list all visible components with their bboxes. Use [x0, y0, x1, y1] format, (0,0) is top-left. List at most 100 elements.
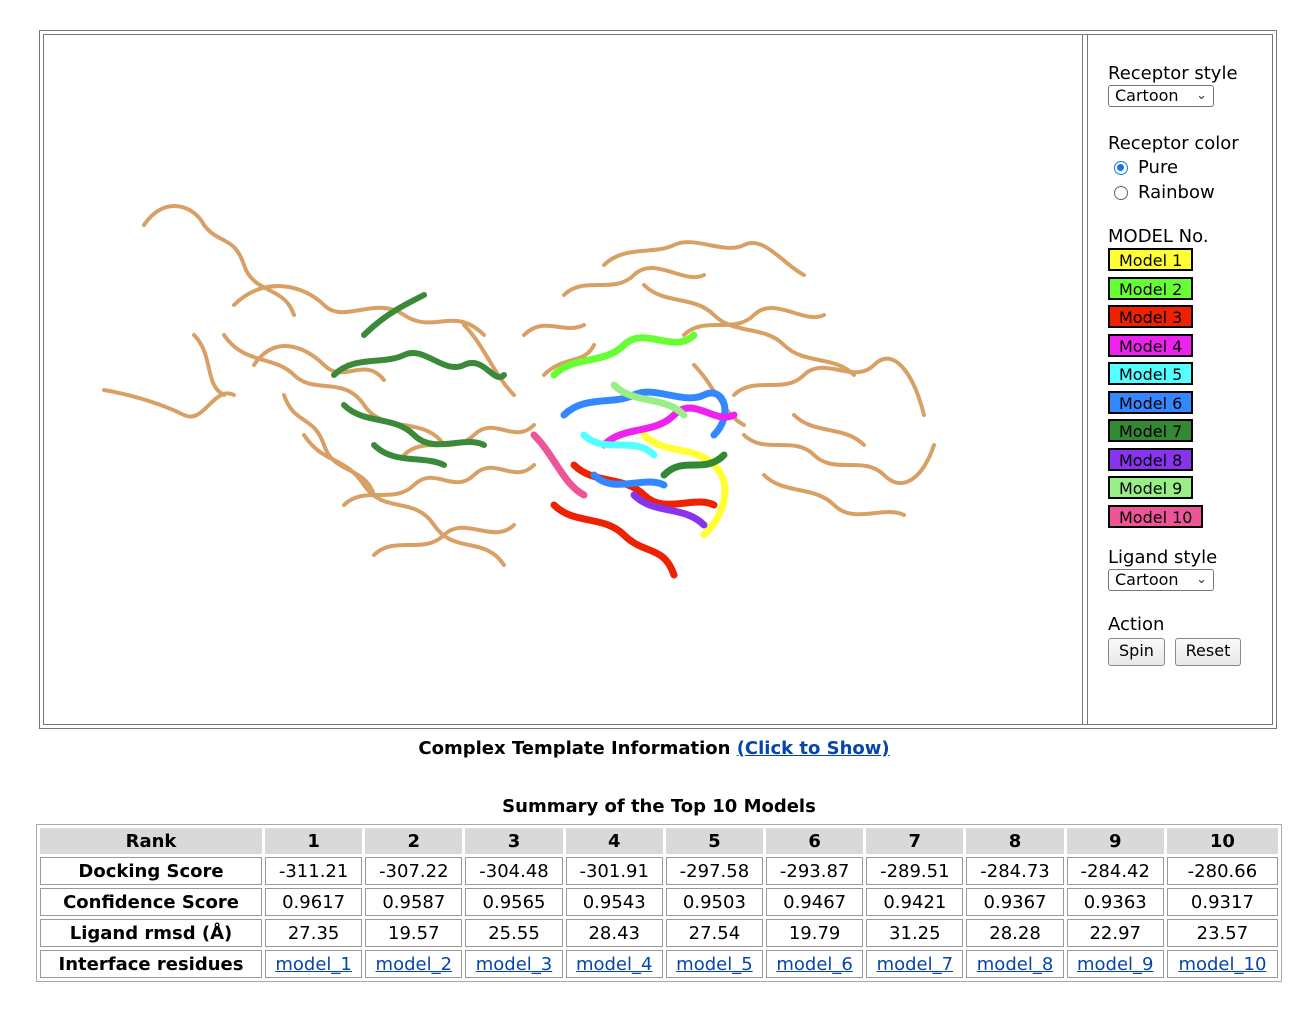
summary-table: Rank 1 2 3 4 5 6 7 8 9 10 Docking Score -311.21 -307…: [36, 824, 1282, 982]
radio-rainbow-label: Rainbow: [1138, 182, 1215, 203]
rank-2-header: 2: [365, 828, 463, 854]
interface-residues-link[interactable]: model_8: [976, 953, 1054, 975]
table-cell: model_7: [866, 950, 964, 978]
model-10-button[interactable]: Model 10: [1108, 504, 1204, 528]
chevron-down-icon: ⌄: [1196, 88, 1207, 103]
ligand-models-cluster: [530, 331, 738, 579]
radio-pure[interactable]: [1114, 160, 1128, 175]
table-cell: 28.43: [565, 919, 663, 947]
receptor-color-rainbow[interactable]: Rainbow: [1108, 180, 1245, 205]
rank-10-header: 10: [1166, 828, 1278, 854]
table-cell: 27.54: [665, 919, 764, 947]
model-3-button[interactable]: Model 3: [1108, 305, 1194, 328]
model-2-button[interactable]: Model 2: [1108, 276, 1194, 300]
complex-template-info-text: Complex Template Information: [418, 738, 737, 759]
spin-button[interactable]: Spin: [1108, 637, 1165, 666]
table-cell: model_5: [665, 950, 764, 978]
model-4-button[interactable]: Model 4: [1108, 333, 1194, 357]
rank-9-header: 9: [1066, 828, 1164, 854]
table-cell: model_3: [465, 950, 563, 978]
table-cell: -289.51: [866, 857, 964, 885]
model-8-button[interactable]: Model 8: [1108, 447, 1194, 471]
model-7-button[interactable]: Model 7: [1108, 419, 1194, 442]
table-title: Summary of the Top 10 Models: [502, 796, 816, 817]
viewer-inner-frame: Receptor style Cartoon ⌄ Receptor color …: [43, 34, 1273, 725]
table-cell: 0.9467: [766, 888, 864, 916]
interface-residues-link[interactable]: model_5: [676, 953, 753, 975]
receptor-green-domain: [331, 292, 507, 468]
model-5-button[interactable]: Model 5: [1108, 362, 1194, 385]
interface-residues-link[interactable]: model_1: [275, 953, 352, 975]
rank-7-header: 7: [866, 828, 964, 854]
table-cell: -284.73: [966, 857, 1064, 885]
model-no-label: MODEL No.: [1108, 226, 1209, 247]
molecule-canvas[interactable]: [44, 35, 1083, 724]
table-cell: 0.9587: [365, 888, 463, 916]
row-label: Interface residues: [40, 950, 262, 978]
receptor-style-select[interactable]: Cartoon ⌄: [1108, 85, 1214, 107]
table-row: Ligand rmsd (Å) 27.35 19.57 25.55 28.43 27.54…: [40, 919, 1278, 947]
table-row: Confidence Score 0.9617 0.9587 0.9565 0.9543…: [40, 888, 1278, 916]
table-cell: 0.9565: [465, 888, 563, 916]
receptor-color-pure[interactable]: Pure: [1108, 155, 1245, 180]
radio-pure-label: Pure: [1138, 157, 1179, 178]
table-cell: 23.57: [1166, 919, 1278, 947]
table-cell: 0.9543: [565, 888, 663, 916]
table-cell: -280.66: [1166, 857, 1278, 885]
action-buttons: Spin Reset: [1108, 637, 1245, 666]
table-cell: 22.97: [1066, 919, 1164, 947]
ligand-style-value: Cartoon: [1115, 569, 1179, 589]
table-cell: model_4: [565, 950, 663, 978]
table-cell: 28.28: [966, 919, 1064, 947]
interface-residues-link[interactable]: model_7: [876, 953, 954, 975]
control-panel: Receptor style Cartoon ⌄ Receptor color …: [1087, 35, 1272, 724]
rank-header: Rank: [40, 828, 262, 854]
interface-residues-link[interactable]: model_2: [375, 953, 453, 975]
model-6-button[interactable]: Model 6: [1108, 390, 1194, 414]
table-header-row: Rank 1 2 3 4 5 6 7 8 9 10: [40, 828, 1278, 854]
interface-residues-link[interactable]: model_6: [776, 953, 853, 975]
table-cell: 0.9617: [265, 888, 363, 916]
model-9-button[interactable]: Model 9: [1108, 476, 1194, 499]
table-cell: model_1: [265, 950, 363, 978]
row-label: Confidence Score: [40, 888, 262, 916]
receptor-ribbon: [102, 204, 936, 567]
interface-residues-link[interactable]: model_4: [575, 953, 653, 975]
table-cell: -297.58: [665, 857, 764, 885]
table-cell: 0.9367: [966, 888, 1064, 916]
table-cell: -301.91: [565, 857, 663, 885]
model-button-list: Model 1 Model 2 Model 3 Model 4 Model 5 Model…: [1108, 248, 1245, 528]
radio-rainbow[interactable]: [1114, 185, 1128, 200]
action-label: Action: [1108, 613, 1165, 635]
table-cell: 0.9503: [665, 888, 764, 916]
click-to-show-link[interactable]: (Click to Show): [736, 738, 890, 759]
ligand-style-label: Ligand style: [1108, 546, 1218, 568]
table-cell: model_2: [365, 950, 463, 978]
table-cell: 0.9363: [1066, 888, 1164, 916]
reset-button[interactable]: Reset: [1174, 637, 1242, 666]
molecule-viewer: Receptor style Cartoon ⌄ Receptor color …: [39, 30, 1277, 729]
table-cell: model_8: [966, 950, 1064, 978]
rank-3-header: 3: [465, 828, 563, 854]
table-row: Docking Score -311.21 -307.22 -304.48 -301.9…: [40, 857, 1278, 885]
table-cell: model_9: [1066, 950, 1164, 978]
row-label: Ligand rmsd (Å): [40, 919, 262, 947]
table-cell: -304.48: [465, 857, 563, 885]
table-row-interface-residues: Interface residues model_1 model_2 model_3 m…: [40, 950, 1278, 978]
interface-residues-link[interactable]: model_3: [475, 953, 553, 975]
protein-structure-render: [102, 204, 936, 579]
complex-template-info: Complex Template Information (Click to S…: [0, 738, 1308, 759]
receptor-style-value: Cartoon: [1115, 86, 1179, 105]
table-cell: model_10: [1166, 950, 1278, 978]
table-cell: 31.25: [866, 919, 964, 947]
rank-4-header: 4: [565, 828, 663, 854]
ligand-style-select[interactable]: Cartoon ⌄: [1108, 568, 1214, 591]
rank-5-header: 5: [665, 828, 764, 854]
model-1-button[interactable]: Model 1: [1108, 248, 1194, 271]
interface-residues-link[interactable]: model_9: [1076, 953, 1154, 975]
rank-6-header: 6: [766, 828, 864, 854]
table-cell: 0.9421: [866, 888, 964, 916]
rank-8-header: 8: [966, 828, 1064, 854]
table-cell: 19.57: [365, 919, 463, 947]
interface-residues-link[interactable]: model_10: [1178, 953, 1267, 975]
